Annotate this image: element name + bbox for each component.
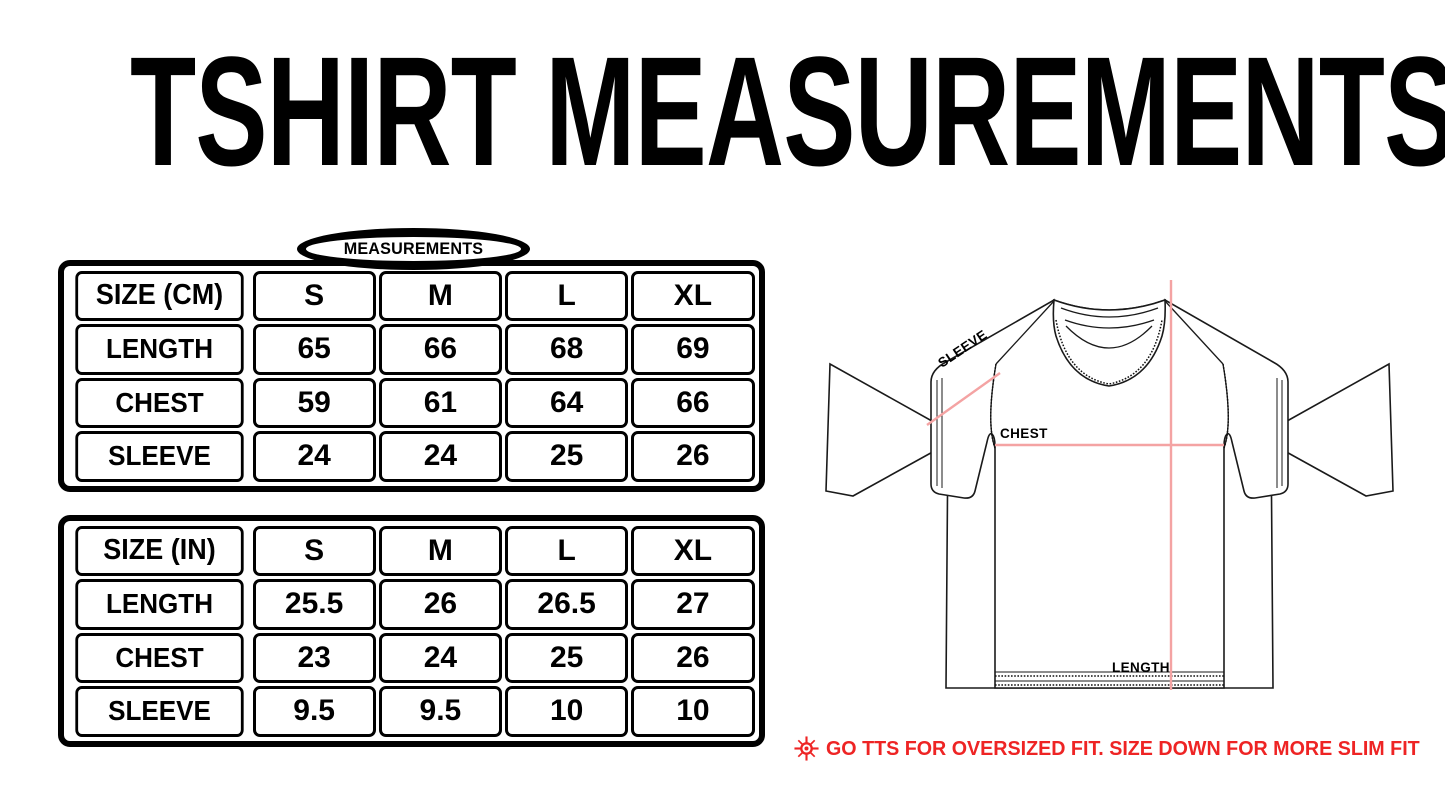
table-row: CHEST 23 24 25 26 [67, 631, 756, 685]
cell-chest-xl: 26 [631, 632, 755, 683]
cell-chest-l: 64 [505, 377, 629, 428]
size-table-in: SIZE (IN) S M L XL LENGTH 25.5 26 26.5 2… [58, 515, 765, 747]
table-row: SLEEVE 9.5 9.5 10 10 [67, 685, 756, 739]
size-table-cm: SIZE (CM) S M L XL LENGTH 65 66 68 69 CH… [58, 260, 765, 492]
row-label-chest: CHEST [74, 377, 244, 428]
cell-length-xl: 27 [631, 579, 755, 630]
cell-chest-m: 61 [378, 377, 502, 428]
table-row: SLEEVE 24 24 25 26 [67, 430, 756, 484]
column-header-xl: XL [631, 525, 755, 576]
cell-length-s: 65 [252, 324, 376, 375]
cell-length-l: 68 [505, 324, 629, 375]
table-header-row: SIZE (IN) S M L XL [67, 524, 756, 578]
bottom-hem [995, 671, 1224, 689]
left-armhole-seam [990, 363, 997, 449]
cell-sleeve-xl: 26 [631, 431, 755, 482]
cell-length-l: 26.5 [505, 579, 629, 630]
badge-ellipse-shape [297, 228, 530, 270]
cell-sleeve-l: 25 [505, 431, 629, 482]
column-header-m: M [378, 270, 502, 321]
page-title: TSHIRT MEASUREMENTS [130, 24, 1445, 199]
measurements-badge: MEASUREMENTS [297, 228, 530, 270]
table-row: CHEST 59 61 64 66 [67, 376, 756, 430]
cell-sleeve-s: 9.5 [252, 686, 376, 737]
cell-length-m: 66 [378, 324, 502, 375]
cell-chest-m: 24 [378, 632, 502, 683]
cell-chest-xl: 66 [631, 377, 755, 428]
cell-sleeve-xl: 10 [631, 686, 755, 737]
right-sleeve [1269, 362, 1394, 497]
chest-label: CHEST [1000, 426, 1048, 441]
sleeve-measurement-line [926, 372, 1001, 426]
fit-advice-note: GO TTS FOR OVERSIZED FIT. SIZE DOWN FOR … [793, 735, 1444, 762]
column-header-xl: XL [631, 270, 755, 321]
cell-sleeve-l: 10 [505, 686, 629, 737]
cell-chest-s: 59 [252, 377, 376, 428]
table-header-row: SIZE (CM) S M L XL [67, 269, 756, 323]
row-label-chest: CHEST [74, 632, 244, 683]
cell-chest-s: 23 [252, 632, 376, 683]
row-label-sleeve: SLEEVE [74, 431, 244, 482]
fit-advice-text: GO TTS FOR OVERSIZED FIT. SIZE DOWN FOR … [826, 736, 1420, 760]
column-header-l: L [505, 525, 629, 576]
right-shoulder-seam [1164, 300, 1224, 365]
column-header-m: M [378, 525, 502, 576]
table-row: LENGTH 65 66 68 69 [67, 323, 756, 377]
left-sleeve-cuff [930, 378, 943, 488]
left-shoulder-seam [995, 300, 1055, 365]
length-label: LENGTH [1112, 660, 1170, 675]
table-row: LENGTH 25.5 26 26.5 27 [67, 578, 756, 632]
unit-header-cell: SIZE (CM) [74, 270, 244, 321]
badge-label: MEASUREMENTS [343, 239, 484, 258]
right-armhole-seam [1222, 363, 1229, 449]
cell-length-m: 26 [378, 579, 502, 630]
cell-length-xl: 69 [631, 324, 755, 375]
cell-sleeve-m: 9.5 [378, 686, 502, 737]
cell-chest-l: 25 [505, 632, 629, 683]
crosshair-target-icon [794, 736, 819, 761]
column-header-s: S [252, 270, 376, 321]
cell-length-s: 25.5 [252, 579, 376, 630]
right-sleeve-cuff [1276, 378, 1289, 488]
unit-header-cell: SIZE (IN) [74, 525, 244, 576]
cell-sleeve-m: 24 [378, 431, 502, 482]
tshirt-diagram: SLEEVE CHEST LENGTH [818, 248, 1432, 710]
row-label-length: LENGTH [74, 579, 244, 630]
column-header-l: L [505, 270, 629, 321]
row-label-length: LENGTH [74, 324, 244, 375]
tshirt-silhouette [930, 299, 1289, 689]
column-header-s: S [252, 525, 376, 576]
left-sleeve [825, 362, 950, 497]
row-label-sleeve: SLEEVE [74, 686, 244, 737]
collar [1052, 298, 1166, 387]
cell-sleeve-s: 24 [252, 431, 376, 482]
